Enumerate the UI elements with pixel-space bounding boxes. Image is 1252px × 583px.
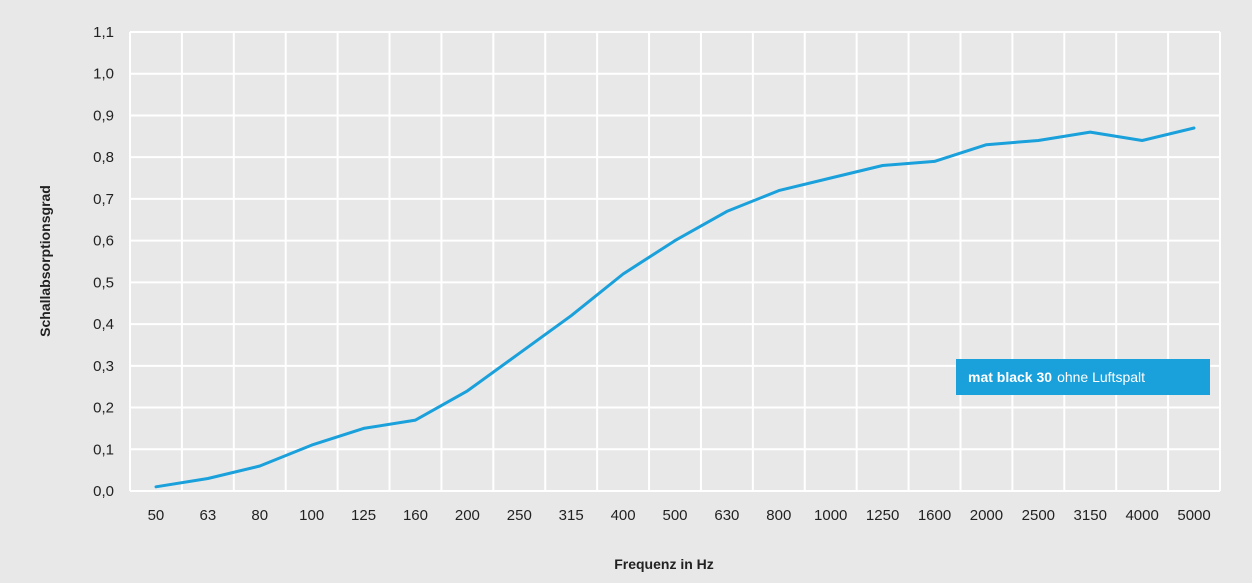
y-tick-label: 0,4: [93, 316, 114, 333]
y-tick-label: 0,7: [93, 191, 114, 208]
grid: [129, 31, 1221, 492]
x-axis-title: Frequenz in Hz: [614, 556, 714, 572]
legend-label-strong: mat black 30: [968, 369, 1053, 385]
x-tick-label: 3150: [1074, 507, 1107, 524]
legend-label-light: ohne Luftspalt: [1057, 369, 1146, 385]
x-tick-label: 1250: [866, 507, 899, 524]
x-tick-label: 125: [351, 507, 376, 524]
x-tick-label: 250: [507, 507, 532, 524]
y-axis-title: Schallabsorptionsgrad: [37, 185, 53, 337]
x-tick-label: 200: [455, 507, 480, 524]
legend: mat black 30 ohne Luftspalt: [956, 359, 1210, 395]
x-tick-label: 63: [200, 507, 217, 524]
y-tick-label: 1,0: [93, 66, 114, 83]
x-tick-label: 315: [559, 507, 584, 524]
y-tick-label: 0,2: [93, 400, 114, 417]
x-tick-label: 100: [299, 507, 324, 524]
x-tick-label: 2500: [1022, 507, 1055, 524]
x-tick-label: 1600: [918, 507, 951, 524]
x-tick-label: 630: [714, 507, 739, 524]
series-layer: [154, 126, 1196, 489]
y-tick-label: 0,0: [93, 483, 114, 500]
x-tick-label: 800: [766, 507, 791, 524]
x-tick-label: 4000: [1125, 507, 1158, 524]
x-axis-ticks: 50 63 80 100 125 160 200 250 315 400 500 630 800 1000…: [148, 507, 1211, 524]
y-tick-label: 0,6: [93, 233, 114, 250]
x-tick-label: 400: [611, 507, 636, 524]
y-tick-label: 1,1: [93, 24, 114, 41]
y-tick-label: 0,3: [93, 358, 114, 375]
x-tick-label: 1000: [814, 507, 847, 524]
x-tick-label: 160: [403, 507, 428, 524]
y-axis-ticks: 0,0 0,1 0,2 0,3 0,4 0,5 0,6 0,7 0,8 0,9 1,0 1,1: [93, 24, 114, 500]
x-tick-label: 2000: [970, 507, 1003, 524]
series-line: [154, 126, 1196, 489]
x-tick-label: 500: [662, 507, 687, 524]
y-tick-label: 0,8: [93, 149, 114, 166]
y-tick-label: 0,1: [93, 441, 114, 458]
x-tick-label: 5000: [1177, 507, 1210, 524]
x-tick-label: 50: [148, 507, 165, 524]
y-tick-label: 0,5: [93, 274, 114, 291]
y-tick-label: 0,9: [93, 107, 114, 124]
x-tick-label: 80: [251, 507, 268, 524]
